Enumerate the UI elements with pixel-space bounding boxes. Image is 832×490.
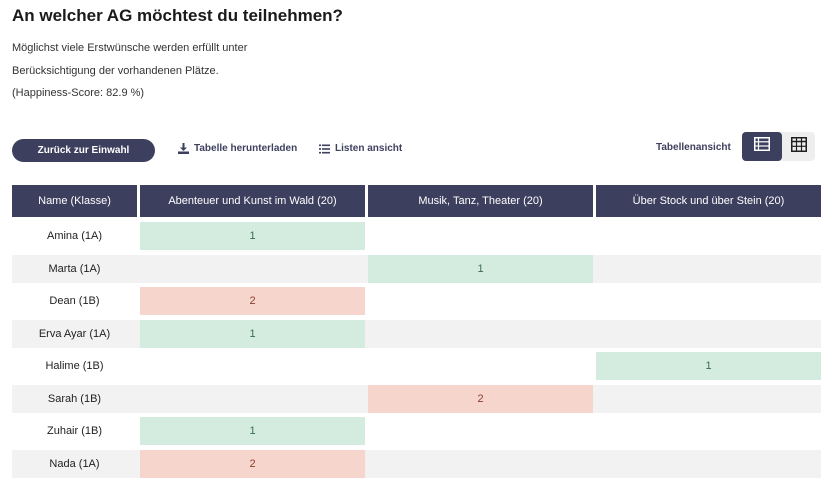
back-to-selection-button[interactable]: Zurück zur Einwahl bbox=[12, 139, 155, 162]
empty-cell bbox=[596, 450, 821, 478]
empty-cell bbox=[140, 385, 365, 413]
list-icon bbox=[319, 144, 330, 154]
empty-cell bbox=[140, 255, 365, 283]
empty-cell bbox=[368, 417, 593, 445]
student-name: Marta (1A) bbox=[48, 262, 101, 275]
student-name: Zuhair (1B) bbox=[46, 425, 103, 437]
empty-cell bbox=[596, 320, 821, 348]
description-line-1: Möglichst viele Erstwünsche werden erfül… bbox=[12, 42, 248, 54]
assignment-cell: 1 bbox=[596, 352, 821, 380]
assignment-cell: 1 bbox=[140, 319, 365, 348]
table-row: Marta (1A) 1 bbox=[12, 254, 821, 283]
table-row: Nada (1A) 2 bbox=[12, 449, 821, 478]
assignment-cell: 2 bbox=[140, 287, 365, 315]
list-view-icon bbox=[754, 137, 770, 156]
empty-cell bbox=[368, 287, 593, 315]
student-name: Halime (1B) bbox=[45, 360, 104, 372]
empty-cell bbox=[596, 385, 821, 413]
assignment-cell: 1 bbox=[140, 417, 365, 445]
empty-cell bbox=[596, 255, 821, 283]
empty-cell bbox=[596, 222, 821, 250]
table-row: Halime (1B) 1 bbox=[12, 352, 821, 380]
table-row: Amina (1A) 1 bbox=[12, 222, 821, 250]
page-title: An welcher AG möchtest du teilnehmen? bbox=[12, 6, 343, 25]
table-header-row: Name (Klasse) Abenteuer und Kunst im Wal… bbox=[12, 185, 821, 217]
column-header-name: Name (Klasse) bbox=[12, 185, 137, 217]
list-view-label: Listen ansicht bbox=[335, 143, 403, 154]
list-view-link[interactable]: Listen ansicht bbox=[319, 143, 402, 154]
student-name: Erva Ayar (1A) bbox=[38, 327, 111, 340]
table-row: Dean (1B) 2 bbox=[12, 287, 821, 315]
table-row: Sarah (1B) 2 bbox=[12, 384, 821, 413]
empty-cell bbox=[596, 417, 821, 445]
download-table-link[interactable]: Tabelle herunterladen bbox=[178, 143, 297, 154]
column-header-ag-3: Über Stock und über Stein (20) bbox=[596, 185, 821, 217]
table-row: Zuhair (1B) 1 bbox=[12, 417, 821, 445]
table-view-label: Tabellenansicht bbox=[656, 142, 731, 153]
description-line-2: Berücksichtigung der vorhandenen Plätze. bbox=[12, 65, 219, 77]
table-view-toggle-button[interactable] bbox=[782, 132, 815, 161]
table-row: Erva Ayar (1A) 1 bbox=[12, 319, 821, 348]
assignment-cell: 2 bbox=[140, 449, 365, 478]
student-name: Sarah (1B) bbox=[47, 392, 102, 405]
student-name: Nada (1A) bbox=[49, 457, 100, 470]
assignment-cell: 1 bbox=[140, 222, 365, 250]
empty-cell bbox=[368, 450, 593, 478]
student-name: Amina (1A) bbox=[46, 230, 103, 242]
column-header-ag-2: Musik, Tanz, Theater (20) bbox=[368, 185, 593, 217]
view-toggle bbox=[742, 132, 815, 161]
empty-cell bbox=[368, 320, 593, 348]
assignment-cell: 2 bbox=[368, 384, 593, 413]
empty-cell bbox=[368, 352, 593, 380]
happiness-score: (Happiness-Score: 82.9 %) bbox=[12, 87, 145, 99]
download-table-label: Tabelle herunterladen bbox=[194, 143, 298, 154]
list-view-toggle-button[interactable] bbox=[742, 132, 782, 161]
assignment-cell: 1 bbox=[368, 254, 593, 283]
empty-cell bbox=[596, 287, 821, 315]
table-grid-icon bbox=[790, 136, 807, 157]
student-name: Dean (1B) bbox=[49, 295, 100, 307]
download-icon bbox=[178, 143, 189, 154]
column-header-ag-1: Abenteuer und Kunst im Wald (20) bbox=[140, 185, 365, 217]
empty-cell bbox=[140, 352, 365, 380]
empty-cell bbox=[368, 222, 593, 250]
